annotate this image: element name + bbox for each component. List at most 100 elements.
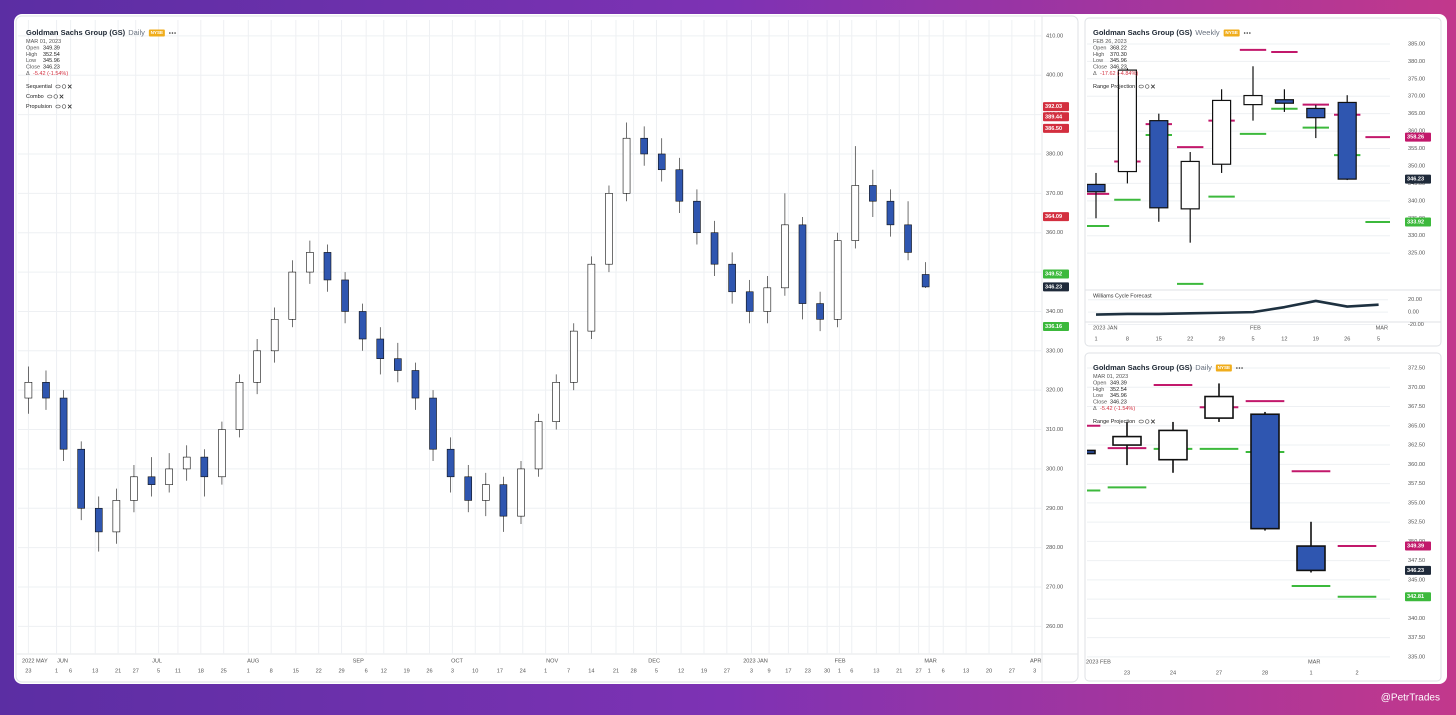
x-tick-label: 13	[92, 668, 98, 674]
candle-body	[886, 200, 895, 226]
x-tick-label: 7	[567, 668, 570, 674]
y-tick-label: 365.00	[1408, 423, 1425, 429]
y-tick-label: 357.50	[1408, 481, 1425, 487]
candle-body	[306, 252, 314, 273]
x-tick-label: 8	[1126, 336, 1129, 342]
price-label-box	[1405, 132, 1431, 142]
price-label-box	[1405, 592, 1431, 602]
settings-icon	[1145, 84, 1150, 89]
menu-dot	[174, 32, 176, 34]
main-panel	[15, 15, 1079, 683]
x-tick-label: 14	[588, 668, 594, 674]
candle-body	[763, 287, 772, 312]
y-tick-label: 270.00	[1046, 584, 1063, 590]
x-month-label: MAR	[1376, 325, 1388, 331]
menu-dot	[1241, 367, 1243, 369]
change-symbol: Δ	[1093, 71, 1097, 77]
candle-body	[77, 448, 85, 509]
x-month-label: MAR	[924, 658, 936, 664]
x-tick-label: 15	[1156, 336, 1162, 342]
y-tick-label: 372.50	[1408, 365, 1425, 371]
x-month-label: AUG	[247, 658, 259, 664]
x-tick-label: 15	[293, 668, 299, 674]
candle-body	[42, 382, 50, 399]
chart: 325.00330.00335.00340.00345.00350.00355.…	[1087, 28, 1431, 342]
candle-body	[358, 311, 367, 340]
candle-body	[657, 153, 666, 171]
candle-body	[534, 421, 543, 470]
x-tick-label: 27	[724, 668, 730, 674]
candle-body	[745, 291, 754, 312]
candle-body	[1296, 545, 1326, 572]
x-tick-label: 17	[785, 668, 791, 674]
y-tick-label: 375.00	[1408, 76, 1425, 82]
legend-value: 349.39	[43, 45, 60, 51]
change-value: -5.42 (-1.54%)	[33, 71, 68, 77]
y-tick-label: 340.00	[1046, 309, 1063, 315]
x-tick-label: 27	[1216, 670, 1222, 676]
y-tick-label: 385.00	[1408, 41, 1425, 47]
x-tick-label: 24	[520, 668, 526, 674]
legend-key: High	[26, 52, 37, 58]
settings-icon	[61, 84, 67, 89]
indicator-label: Sequential	[26, 84, 52, 90]
chart-interval: Daily	[128, 28, 145, 37]
y-tick-label: 347.50	[1408, 558, 1425, 564]
candle-body	[341, 279, 349, 312]
y-tick-label: 20.00	[1408, 297, 1422, 303]
candle-body	[165, 468, 173, 485]
y-tick-label: 360.00	[1046, 230, 1063, 236]
x-tick-label: 19	[404, 668, 410, 674]
remove-icon	[67, 104, 72, 109]
x-tick-label: 12	[381, 668, 387, 674]
candle-body	[517, 468, 525, 517]
x-tick-label: 29	[1218, 336, 1224, 342]
legend-value: 345.96	[1110, 58, 1127, 64]
candle-body	[112, 500, 121, 533]
legend-key: Close	[1093, 65, 1107, 71]
menu-dot	[171, 32, 174, 34]
x-tick-label: 17	[497, 668, 503, 674]
x-month-label: OCT	[451, 658, 463, 664]
y-tick-label: 345.00	[1408, 577, 1425, 583]
y-tick-label: 0.00	[1408, 310, 1419, 316]
x-tick-label: 6	[942, 668, 945, 674]
price-label-box	[1405, 541, 1431, 551]
candle-body	[693, 200, 701, 234]
visibility-icon	[55, 104, 61, 109]
x-tick-label: 22	[1187, 336, 1193, 342]
exchange-badge	[148, 29, 165, 37]
y-tick-label: -20.00	[1408, 322, 1424, 328]
y-tick-label: 360.00	[1408, 462, 1425, 468]
x-tick-label: 26	[1344, 336, 1350, 342]
legend-value: 346.23	[43, 65, 60, 71]
x-tick-label: 5	[1251, 336, 1254, 342]
y-tick-label: 380.00	[1046, 151, 1063, 157]
legend-value: 345.96	[43, 58, 60, 64]
x-month-label: FEB	[1250, 325, 1261, 331]
x-tick-label: 6	[365, 668, 368, 674]
settings-icon	[1145, 419, 1150, 424]
candle-body	[376, 338, 385, 359]
legend-key: High	[1093, 387, 1104, 393]
x-tick-label: 9	[768, 668, 771, 674]
settings-icon	[61, 104, 67, 109]
x-tick-label: 23	[25, 668, 31, 674]
x-tick-label: 1	[544, 668, 547, 674]
price-label-box	[1043, 112, 1069, 122]
candle-body	[288, 271, 297, 320]
y-tick-label: 335.00	[1408, 654, 1425, 660]
x-tick-label: 3	[1033, 668, 1036, 674]
change-symbol: Δ	[26, 71, 30, 77]
candle-body	[1087, 449, 1096, 455]
price-label-box	[1043, 102, 1069, 112]
x-tick-label: 26	[426, 668, 432, 674]
candle-body	[1158, 429, 1188, 461]
y-tick-label: 280.00	[1046, 545, 1063, 551]
x-tick-label: 1	[928, 668, 931, 674]
x-month-label: JUL	[152, 658, 162, 664]
candle-body	[1180, 160, 1200, 210]
candle-body	[499, 484, 508, 517]
x-tick-label: 27	[915, 668, 921, 674]
